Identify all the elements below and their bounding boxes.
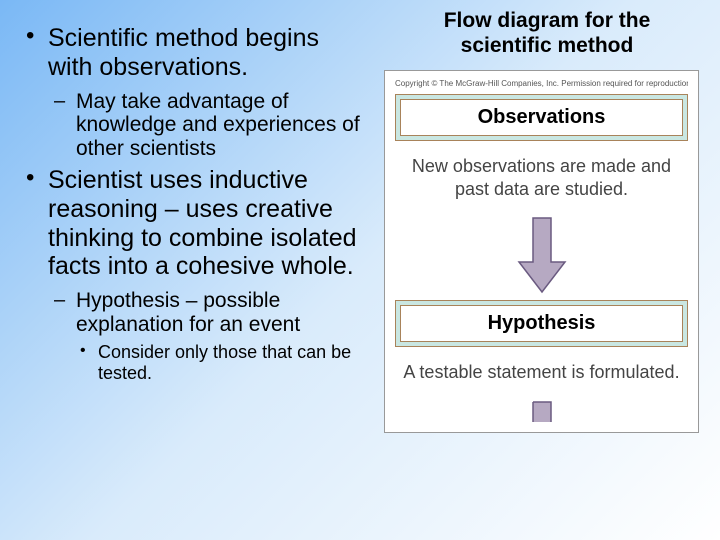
bullet-item-2: Scientist uses inductive reasoning – use… bbox=[20, 166, 368, 383]
arrow-shape bbox=[519, 218, 565, 292]
flow-diagram: Copyright © The McGraw-Hill Companies, I… bbox=[384, 70, 699, 433]
bullet-1-sub-1: May take advantage of knowledge and expe… bbox=[48, 90, 368, 161]
bullet-1-text: Scientific method begins with observatio… bbox=[48, 24, 368, 82]
bullet-2-sub-1: Hypothesis – possible explanation for an… bbox=[48, 289, 368, 383]
bullet-2-sub-sub-1-text: Consider only those that can be tested. bbox=[98, 342, 368, 383]
stage-1-box: Observations bbox=[395, 94, 688, 141]
bullet-item-1: Scientific method begins with observatio… bbox=[20, 24, 368, 160]
down-arrow-icon bbox=[517, 400, 567, 422]
bullet-list-level1: Scientific method begins with observatio… bbox=[20, 24, 368, 383]
stage-2-header: Hypothesis bbox=[400, 305, 683, 342]
stage-2-box: Hypothesis bbox=[395, 300, 688, 347]
arrow-2-wrap bbox=[395, 394, 688, 422]
bullet-2-sublist: Hypothesis – possible explanation for an… bbox=[48, 289, 368, 383]
bullet-1-sub-1-text: May take advantage of knowledge and expe… bbox=[76, 90, 368, 161]
stage-2-description: A testable statement is formulated. bbox=[395, 347, 688, 394]
bullet-2-sub-sublist: Consider only those that can be tested. bbox=[76, 342, 368, 383]
stage-1-header: Observations bbox=[400, 99, 683, 136]
bullet-1-sublist: May take advantage of knowledge and expe… bbox=[48, 90, 368, 161]
arrow-stem-cut bbox=[533, 402, 551, 422]
right-column: Flow diagram for the scientific method C… bbox=[378, 0, 720, 540]
stage-1-description: New observations are made and past data … bbox=[395, 141, 688, 210]
bullet-2-sub-1-text: Hypothesis – possible explanation for an… bbox=[76, 289, 368, 336]
bullet-2-sub-sub-1: Consider only those that can be tested. bbox=[76, 342, 368, 383]
copyright-text: Copyright © The McGraw-Hill Companies, I… bbox=[395, 79, 688, 88]
bullet-2-text: Scientist uses inductive reasoning – use… bbox=[48, 166, 368, 281]
diagram-title: Flow diagram for the scientific method bbox=[384, 8, 710, 58]
down-arrow-icon bbox=[517, 216, 567, 294]
left-column: Scientific method begins with observatio… bbox=[0, 0, 378, 540]
arrow-1-wrap bbox=[395, 210, 688, 300]
